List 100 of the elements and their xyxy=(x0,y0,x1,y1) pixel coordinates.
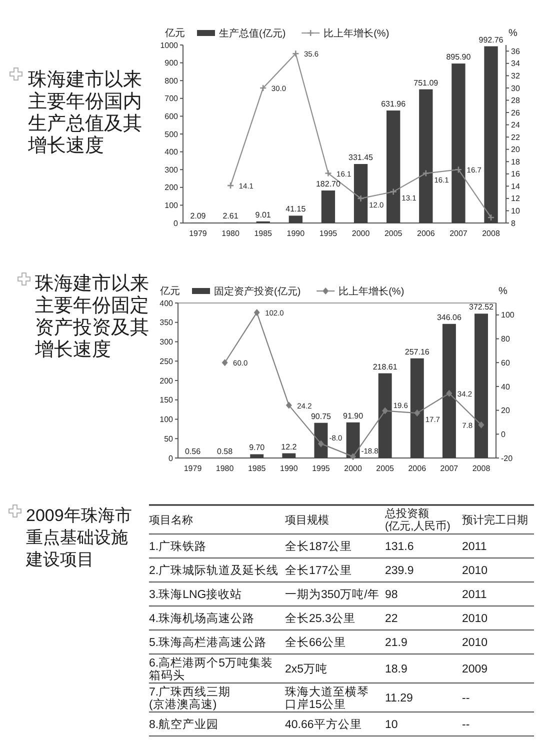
text: 98 xyxy=(385,589,398,602)
y-tick-label: 350 xyxy=(160,318,174,328)
text: 全长187公里 xyxy=(285,541,352,554)
point xyxy=(357,194,364,202)
data-label: 331.45 xyxy=(348,153,374,162)
y-tick-label: 100 xyxy=(164,201,179,210)
bar xyxy=(250,454,264,458)
y-tick-label: 400 xyxy=(160,298,174,308)
y2-tick-label: 20 xyxy=(511,145,520,154)
bar xyxy=(354,164,368,223)
data-label: 257.16 xyxy=(404,347,430,356)
data-label: 90.75 xyxy=(310,412,332,421)
text: 8.航空产业园 xyxy=(149,719,219,732)
y2-tick-label: 60 xyxy=(501,358,510,368)
data-label: 0.58 xyxy=(217,446,234,456)
text: 18.9 xyxy=(385,664,408,676)
text: 21.9 xyxy=(385,637,408,650)
bar xyxy=(419,89,433,223)
bar xyxy=(346,422,360,458)
x-tick-label: 1980 xyxy=(216,464,234,473)
y2-tick-label: 80 xyxy=(501,334,510,344)
text: 4.珠海机场高速公路 xyxy=(149,613,255,626)
data-label: 992.76 xyxy=(478,35,504,44)
point xyxy=(350,453,356,460)
text: 2010 xyxy=(462,565,488,578)
y-tick-label: 900 xyxy=(164,58,179,68)
text: 1.广珠铁路 xyxy=(149,541,207,554)
text: 6.高栏港两个5万吨集装箱码头 xyxy=(149,657,273,682)
x-tick-label: 1980 xyxy=(222,229,240,238)
point xyxy=(478,421,484,428)
point xyxy=(324,170,332,177)
legend-label: 比上年增长(%) xyxy=(338,286,404,298)
text: 11.29 xyxy=(385,692,413,705)
y2-tick-label: 26 xyxy=(511,108,520,118)
y2-axis-title: % xyxy=(508,28,518,39)
data-label: 41.15 xyxy=(286,204,306,214)
text: 22 xyxy=(385,613,398,626)
y2-tick-label: 0 xyxy=(501,430,506,439)
y-tick-label: 150 xyxy=(160,396,174,405)
y2-tick-label: 32 xyxy=(511,71,520,80)
text: 239.9 xyxy=(385,565,414,578)
data-label: 9.70 xyxy=(249,443,266,452)
data-label: 631.96 xyxy=(381,100,406,109)
y-axis-title: 亿元 xyxy=(164,28,185,39)
point xyxy=(318,440,324,448)
y-tick-label: 300 xyxy=(164,165,179,174)
x-tick-label: 2006 xyxy=(417,229,436,238)
text: 10 xyxy=(385,719,398,732)
bar xyxy=(386,110,400,223)
category-label: 预计完工日期 xyxy=(462,513,528,526)
text: -- xyxy=(462,719,470,732)
y-tick-label: 50 xyxy=(164,434,174,444)
x-tick-label: 2000 xyxy=(352,229,370,238)
x-tick-label: 1995 xyxy=(312,464,330,473)
text: 2011 xyxy=(462,541,487,554)
x-tick-label: 1979 xyxy=(184,464,202,473)
y-tick-label: 400 xyxy=(164,148,179,157)
x-tick-label: 1979 xyxy=(189,229,208,238)
y2-tick-label: 40 xyxy=(501,382,510,392)
chart-title: 珠海建市以来主要年份固定资产投资及其增长速度 xyxy=(34,272,149,361)
point xyxy=(414,410,420,417)
x-tick-label: 1995 xyxy=(319,229,338,238)
x-tick-label: 2008 xyxy=(482,229,500,238)
x-tick-label: 1985 xyxy=(254,229,273,238)
data-label: 218.61 xyxy=(372,362,398,372)
text: 全长25.3公里 xyxy=(285,613,356,626)
point xyxy=(382,407,388,414)
point xyxy=(454,166,462,174)
bar xyxy=(452,64,466,223)
bar xyxy=(474,314,488,458)
bar xyxy=(321,190,336,223)
text: 3.珠海LNG接收站 xyxy=(149,589,242,602)
text: 5.珠海高栏港高速公路 xyxy=(149,637,267,650)
y2-tick-label: 18 xyxy=(511,157,520,166)
x-tick-label: 2008 xyxy=(472,464,491,473)
bar xyxy=(288,216,302,223)
y-tick-label: 200 xyxy=(164,183,179,192)
data-label: 12.2 xyxy=(281,442,298,452)
y-tick-label: 200 xyxy=(160,376,174,386)
text: 2009年珠海市重点基础设施建设项目 xyxy=(25,506,132,569)
y-tick-label: 600 xyxy=(164,112,179,121)
x-tick-label: 2006 xyxy=(408,464,427,473)
data-label: 346.06 xyxy=(436,312,462,322)
x-tick-label: 2007 xyxy=(440,464,459,473)
x-tick-label: 2005 xyxy=(384,229,403,238)
legend-label: 固定资产投资(亿元) xyxy=(214,286,301,298)
text: 全长66公里 xyxy=(285,637,346,650)
y-tick-label: 250 xyxy=(160,356,174,366)
data-label: 895.90 xyxy=(446,52,472,62)
y2-tick-label: 34 xyxy=(511,59,520,68)
data-label: 372.52 xyxy=(469,302,494,312)
x-tick-label: 1990 xyxy=(280,464,298,473)
category-label: 项目规模 xyxy=(285,514,329,526)
y-tick-label: 700 xyxy=(164,94,179,104)
text: -- xyxy=(462,692,470,705)
point xyxy=(259,84,267,92)
text: 珠海建市以来主要年份国内生产总值及其增长速度 xyxy=(27,68,142,157)
y2-tick-label: 20 xyxy=(501,406,510,416)
point xyxy=(254,309,260,316)
point xyxy=(222,359,228,366)
